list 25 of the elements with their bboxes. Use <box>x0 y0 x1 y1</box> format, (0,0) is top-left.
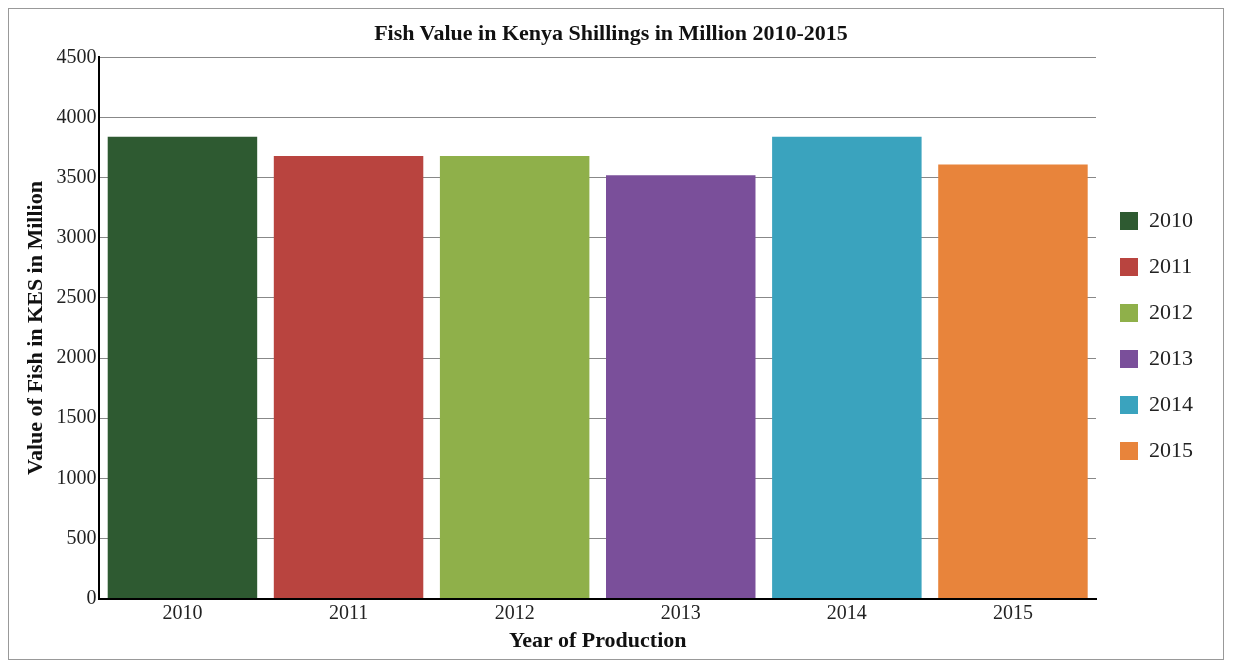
legend-label: 2012 <box>1149 298 1193 324</box>
x-tick-label: 2011 <box>328 600 369 623</box>
legend-label: 2014 <box>1149 390 1193 416</box>
y-axis-title: Value of Fish in KES in Million <box>21 181 47 475</box>
x-tick-label: 2012 <box>494 600 535 623</box>
x-tick-label: 2010 <box>162 600 203 623</box>
x-axis-title: Year of Production <box>508 627 687 653</box>
chart-title: Fish Value in Kenya Shillings in Million 2010-2015 <box>374 19 848 45</box>
y-tick-label: 1500 <box>56 405 97 428</box>
y-tick-label: 4000 <box>56 104 97 127</box>
x-tick-label: 2014 <box>826 600 867 623</box>
y-tick-label: 3000 <box>56 225 97 248</box>
y-tick-label: 3500 <box>56 164 97 187</box>
y-tick-label: 1000 <box>56 465 97 488</box>
y-tick-label: 0 <box>86 585 97 608</box>
y-tick-label: 2000 <box>56 345 97 368</box>
x-tick-label: 2013 <box>660 600 701 623</box>
legend-label: 2013 <box>1149 344 1193 370</box>
legend-label: 2015 <box>1149 436 1193 462</box>
y-tick-label: 2500 <box>56 285 97 308</box>
x-tick-label: 2015 <box>992 600 1033 623</box>
legend-label: 2010 <box>1149 206 1193 232</box>
y-tick-label: 500 <box>66 525 97 548</box>
y-tick-label: 4500 <box>56 44 97 67</box>
legend-label: 2011 <box>1149 252 1193 278</box>
